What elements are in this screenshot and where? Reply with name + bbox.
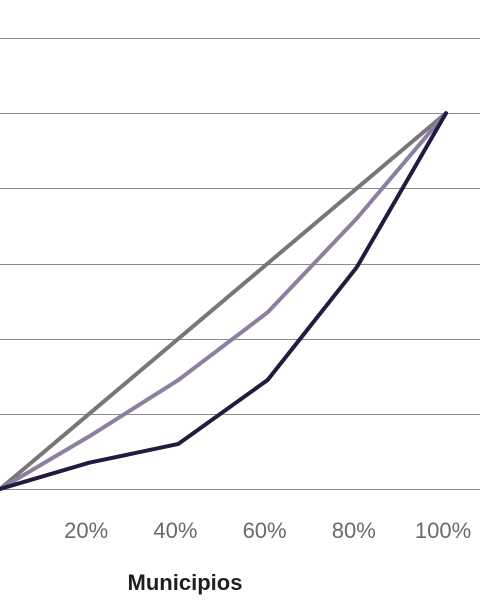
series-line-1 (0, 111, 448, 491)
series-lines (0, 111, 448, 491)
x-tick-labels: 20% 40% 60% 80% 100% (64, 518, 471, 543)
x-tick-label: 20% (64, 518, 108, 543)
x-axis-title: Municipios (128, 570, 243, 595)
x-tick-label: 40% (153, 518, 197, 543)
series-line-3 (0, 111, 448, 491)
x-tick-label: 80% (332, 518, 376, 543)
x-tick-label: 60% (243, 518, 287, 543)
gridlines (0, 38, 480, 490)
x-tick-label: 100% (415, 518, 471, 543)
series-line-2 (0, 111, 448, 491)
